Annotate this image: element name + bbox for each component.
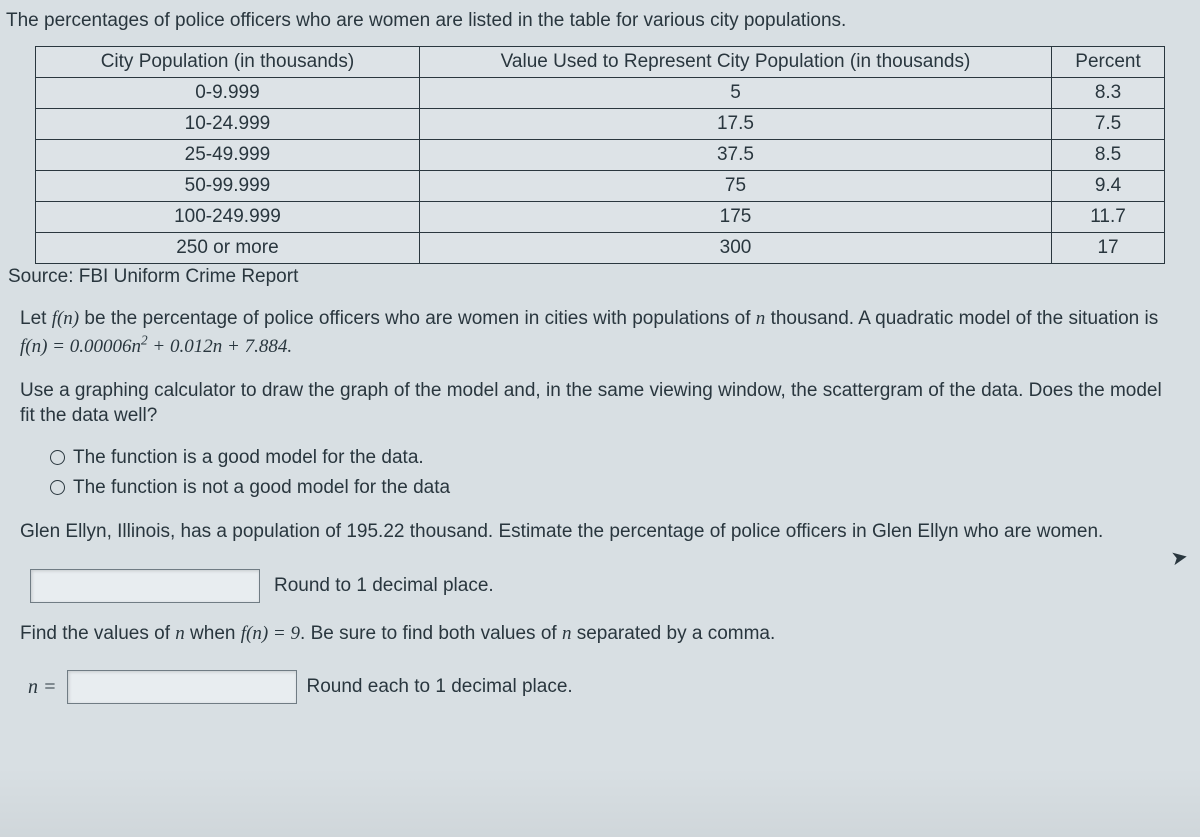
paragraph-find-n: Find the values of n when f(n) = 9. Be s… bbox=[0, 621, 1200, 665]
table-cell: 11.7 bbox=[1052, 202, 1165, 233]
table-cell: 75 bbox=[419, 171, 1051, 202]
table-cell: 7.5 bbox=[1052, 109, 1165, 140]
source-text: Source: FBI Uniform Crime Report bbox=[0, 264, 1200, 306]
table-cell: 175 bbox=[419, 202, 1051, 233]
table-cell: 17.5 bbox=[419, 109, 1051, 140]
n-values-input[interactable] bbox=[67, 670, 297, 704]
n-equals-label: n = bbox=[28, 676, 57, 699]
table-row: 10-24.99917.57.5 bbox=[36, 109, 1165, 140]
table-cell: 5 bbox=[419, 78, 1051, 109]
table-cell: 50-99.999 bbox=[36, 171, 420, 202]
intro-text: The percentages of police officers who a… bbox=[0, 10, 1200, 46]
table-row: 0-9.99958.3 bbox=[36, 78, 1165, 109]
table-row: 50-99.999759.4 bbox=[36, 171, 1165, 202]
radio-icon[interactable] bbox=[50, 450, 65, 465]
table-row: 250 or more30017 bbox=[36, 233, 1165, 264]
table-cell: 17 bbox=[1052, 233, 1165, 264]
table-cell: 300 bbox=[419, 233, 1051, 264]
table-cell: 37.5 bbox=[419, 140, 1051, 171]
option-not-good-model[interactable]: The function is not a good model for the… bbox=[50, 477, 1200, 499]
round-hint-2: Round each to 1 decimal place. bbox=[307, 676, 573, 698]
paragraph-graph-question: Use a graphing calculator to draw the gr… bbox=[0, 378, 1200, 447]
table-row: 100-249.99917511.7 bbox=[36, 202, 1165, 233]
table-row: 25-49.99937.58.5 bbox=[36, 140, 1165, 171]
table-cell: 100-249.999 bbox=[36, 202, 420, 233]
radio-options: The function is a good model for the dat… bbox=[0, 447, 1200, 519]
table-cell: 8.5 bbox=[1052, 140, 1165, 171]
table-cell: 9.4 bbox=[1052, 171, 1165, 202]
option-good-model[interactable]: The function is a good model for the dat… bbox=[50, 447, 1200, 469]
col-header-population: City Population (in thousands) bbox=[36, 47, 420, 78]
radio-icon[interactable] bbox=[50, 480, 65, 495]
col-header-percent: Percent bbox=[1052, 47, 1165, 78]
option-label: The function is a good model for the dat… bbox=[73, 447, 424, 469]
table-cell: 8.3 bbox=[1052, 78, 1165, 109]
data-table: City Population (in thousands) Value Use… bbox=[35, 46, 1165, 264]
table-cell: 10-24.999 bbox=[36, 109, 420, 140]
table-cell: 250 or more bbox=[36, 233, 420, 264]
col-header-value: Value Used to Represent City Population … bbox=[419, 47, 1051, 78]
option-label: The function is not a good model for the… bbox=[73, 477, 450, 499]
round-hint-1: Round to 1 decimal place. bbox=[274, 575, 494, 597]
paragraph-model-def: Let f(n) be the percentage of police off… bbox=[0, 306, 1200, 378]
data-table-wrap: City Population (in thousands) Value Use… bbox=[35, 46, 1165, 264]
paragraph-glen-ellyn: Glen Ellyn, Illinois, has a population o… bbox=[0, 519, 1200, 563]
table-cell: 0-9.999 bbox=[36, 78, 420, 109]
table-cell: 25-49.999 bbox=[36, 140, 420, 171]
percentage-input[interactable] bbox=[30, 569, 260, 603]
